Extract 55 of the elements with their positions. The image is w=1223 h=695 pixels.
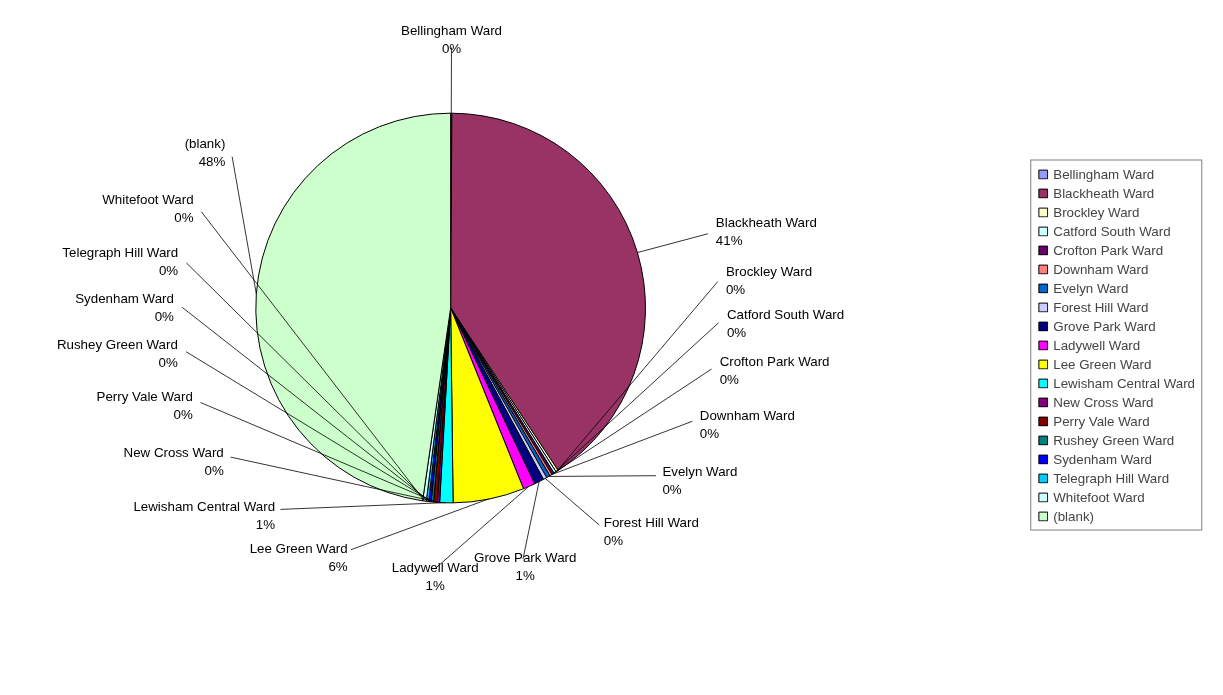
legend-label: Crofton Park Ward	[1053, 242, 1164, 257]
data-label: 0%	[204, 463, 224, 479]
data-label: 0%	[158, 354, 179, 370]
data-label: 0%	[719, 372, 740, 388]
data-label: 41%	[715, 232, 743, 248]
data-label: 0%	[725, 282, 746, 298]
data-label: 0%	[154, 308, 175, 324]
slice-label: Brockley Ward	[725, 264, 813, 280]
data-label: 0%	[662, 482, 682, 498]
data-label: 6%	[328, 558, 348, 574]
slice-label: Blackheath Ward	[715, 214, 817, 230]
legend-label: Brockley Ward	[1053, 204, 1140, 219]
legend-label: Forest Hill Ward	[1053, 299, 1149, 314]
legend-label: Telegraph Hill Ward	[1053, 470, 1170, 485]
slice-label: Lee Green Ward	[249, 540, 348, 556]
slice-label: Perry Vale Ward	[96, 388, 193, 404]
legend-label: (blank)	[1053, 508, 1095, 523]
slice-label: Telegraph Hill Ward	[62, 244, 179, 260]
legend-label: Downham Ward	[1053, 261, 1149, 276]
legend-label: Perry Vale Ward	[1053, 413, 1150, 428]
slice-label: Forest Hill Ward	[603, 515, 699, 531]
legend-label: Lee Green Ward	[1053, 356, 1152, 371]
data-label: 0%	[158, 262, 179, 278]
data-label: 0%	[174, 210, 194, 226]
slice-label: Lewisham Central Ward	[133, 499, 276, 515]
legend-label: Evelyn Ward	[1053, 280, 1129, 295]
slice-label: Evelyn Ward	[662, 464, 738, 480]
data-label: 48%	[198, 153, 226, 169]
data-label: 1%	[425, 577, 446, 593]
legend-label: Grove Park Ward	[1053, 318, 1156, 333]
legend-label: Whitefoot Ward	[1053, 489, 1145, 504]
slice-label: Sydenham Ward	[75, 290, 174, 306]
legend-label: Rushey Green Ward	[1053, 432, 1175, 447]
slice-label: Crofton Park Ward	[719, 354, 830, 370]
legend-label: Blackheath Ward	[1053, 185, 1155, 200]
legend-label: Bellingham Ward	[1053, 166, 1155, 181]
slice-label: (blank)	[184, 135, 226, 151]
data-label: 0%	[603, 533, 624, 549]
legend-label: New Cross Ward	[1053, 394, 1154, 409]
data-label: 0%	[441, 40, 462, 56]
slice-label: Rushey Green Ward	[56, 336, 178, 352]
legend-label: Lewisham Central Ward	[1053, 375, 1195, 390]
slice-label: New Cross Ward	[123, 445, 224, 461]
legend-label: Catford South Ward	[1053, 223, 1171, 238]
data-label: 0%	[699, 426, 720, 442]
legend-label: Ladywell Ward	[1053, 337, 1141, 352]
data-label: 1%	[255, 517, 276, 533]
legend-label: Sydenham Ward	[1053, 451, 1153, 466]
slice-label: Bellingham Ward	[401, 22, 503, 38]
slice-label: Catford South Ward	[726, 306, 845, 322]
data-label: 0%	[173, 406, 193, 422]
data-label: 1%	[515, 568, 536, 584]
data-label: 0%	[726, 324, 747, 340]
slice-label: Whitefoot Ward	[102, 192, 194, 208]
slice-label: Downham Ward	[699, 408, 795, 424]
